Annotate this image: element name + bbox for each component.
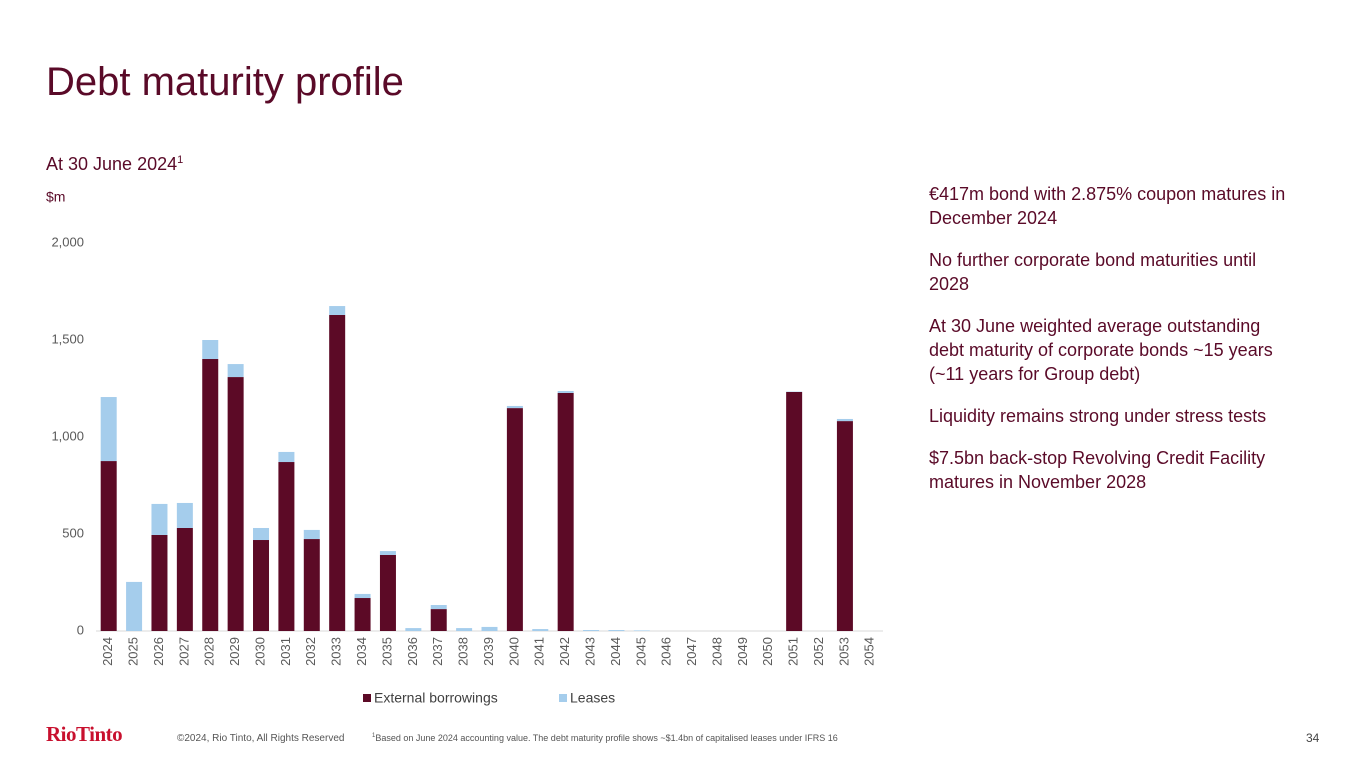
bar-segment [202, 340, 219, 360]
bar-segment [151, 534, 168, 631]
bar-segment [583, 630, 600, 631]
legend-label: External borrowings [374, 690, 498, 706]
x-tick-label: 2024 [100, 637, 115, 666]
bar-segment [557, 391, 574, 393]
bar-segment [303, 529, 320, 540]
x-tick-label: 2045 [633, 637, 648, 666]
bar-segment [202, 359, 219, 631]
x-tick-label: 2026 [151, 637, 166, 666]
x-tick-label: 2040 [506, 637, 521, 666]
x-tick-label: 2039 [481, 637, 496, 666]
bar-segment [100, 397, 117, 462]
bar-segment [253, 527, 270, 541]
y-tick-label: 1,500 [51, 331, 84, 346]
bar-segment [836, 418, 853, 422]
x-tick-label: 2049 [735, 637, 750, 666]
x-tick-label: 2038 [456, 637, 471, 666]
subtitle-text: At 30 June 2024 [46, 154, 178, 174]
bar-segment [405, 628, 422, 631]
x-tick-label: 2032 [303, 637, 318, 666]
bar-segment [278, 462, 295, 631]
bar-segment [354, 593, 371, 599]
bar-segment [379, 554, 396, 631]
bar-segment [176, 527, 193, 631]
x-tick-label: 2030 [252, 637, 267, 666]
chart-subtitle: At 30 June 20241 [46, 154, 183, 175]
legend-swatch [559, 694, 567, 702]
x-tick-label: 2035 [379, 637, 394, 666]
bar-segment [379, 551, 396, 555]
bar-segment [506, 405, 523, 409]
bar-segment [557, 392, 574, 631]
commentary-item: €417m bond with 2.875% coupon matures in… [929, 184, 1286, 228]
bar-segment [633, 630, 650, 631]
commentary-item: No further corporate bond maturities unt… [929, 250, 1257, 294]
logo: RioTinto [46, 722, 123, 746]
bar-segment [303, 539, 320, 631]
x-tick-label: 2029 [227, 637, 242, 666]
x-tick-label: 2053 [836, 637, 851, 666]
bar-segment [278, 451, 295, 463]
commentary-item: At 30 June weighted average outstanding … [929, 316, 1273, 384]
footnote-marker: 1 [372, 733, 376, 739]
bar-segment [354, 598, 371, 631]
chart-title: Debt maturity profile [46, 60, 404, 104]
bar-segment [227, 377, 244, 631]
footnote: 1Based on June 2024 accounting value. Th… [372, 733, 838, 743]
y-axis-label: $m [46, 189, 65, 205]
bar-segment [608, 630, 625, 631]
bar-segment [227, 364, 244, 378]
x-tick-label: 2043 [582, 637, 597, 666]
bar-segment [532, 629, 549, 631]
x-tick-label: 2051 [786, 637, 801, 666]
x-tick-label: 2031 [278, 637, 293, 666]
bar-segment [786, 391, 803, 631]
x-tick-label: 2048 [709, 637, 724, 666]
legend-label: Leases [570, 690, 615, 706]
legend-swatch [363, 694, 371, 702]
bar-segment [100, 461, 117, 631]
bar-segment [176, 502, 193, 528]
bar-segment [126, 581, 143, 631]
x-tick-label: 2054 [862, 637, 877, 666]
bar-segment [456, 628, 473, 631]
x-tick-label: 2052 [811, 637, 826, 666]
bar-segment [151, 503, 168, 535]
bar-segment [506, 408, 523, 631]
x-tick-label: 2041 [532, 637, 547, 666]
commentary-item: $7.5bn back-stop Revolving Credit Facili… [929, 448, 1266, 492]
footnote-marker: 1 [177, 154, 184, 166]
bar-segment [481, 626, 498, 631]
x-tick-label: 2033 [329, 637, 344, 666]
x-tick-label: 2028 [202, 637, 217, 666]
y-tick-label: 2,000 [51, 234, 84, 249]
x-tick-label: 2046 [659, 637, 674, 666]
x-tick-label: 2036 [405, 637, 420, 666]
x-tick-label: 2025 [126, 637, 141, 666]
x-tick-label: 2047 [684, 637, 699, 666]
bar-segment [329, 306, 346, 315]
x-tick-label: 2050 [760, 637, 775, 666]
x-tick-label: 2027 [176, 637, 191, 666]
bar-segment [430, 605, 447, 610]
bar-segment [329, 314, 346, 631]
bar-segment [836, 421, 853, 631]
bar-segment [253, 540, 270, 631]
y-tick-label: 0 [77, 622, 84, 637]
x-tick-label: 2037 [430, 637, 445, 666]
x-tick-label: 2042 [557, 637, 572, 666]
commentary-item: Liquidity remains strong under stress te… [929, 406, 1267, 426]
page-number: 34 [1306, 731, 1320, 745]
bar-segment [430, 609, 447, 631]
copyright: ©2024, Rio Tinto, All Rights Reserved [177, 733, 345, 744]
y-tick-label: 500 [62, 525, 84, 540]
commentary: €417m bond with 2.875% coupon matures in… [929, 182, 1289, 512]
x-tick-label: 2034 [354, 637, 369, 666]
x-tick-label: 2044 [608, 637, 623, 666]
footnote-text: Based on June 2024 accounting value. The… [375, 733, 838, 743]
y-tick-label: 1,000 [51, 428, 84, 443]
